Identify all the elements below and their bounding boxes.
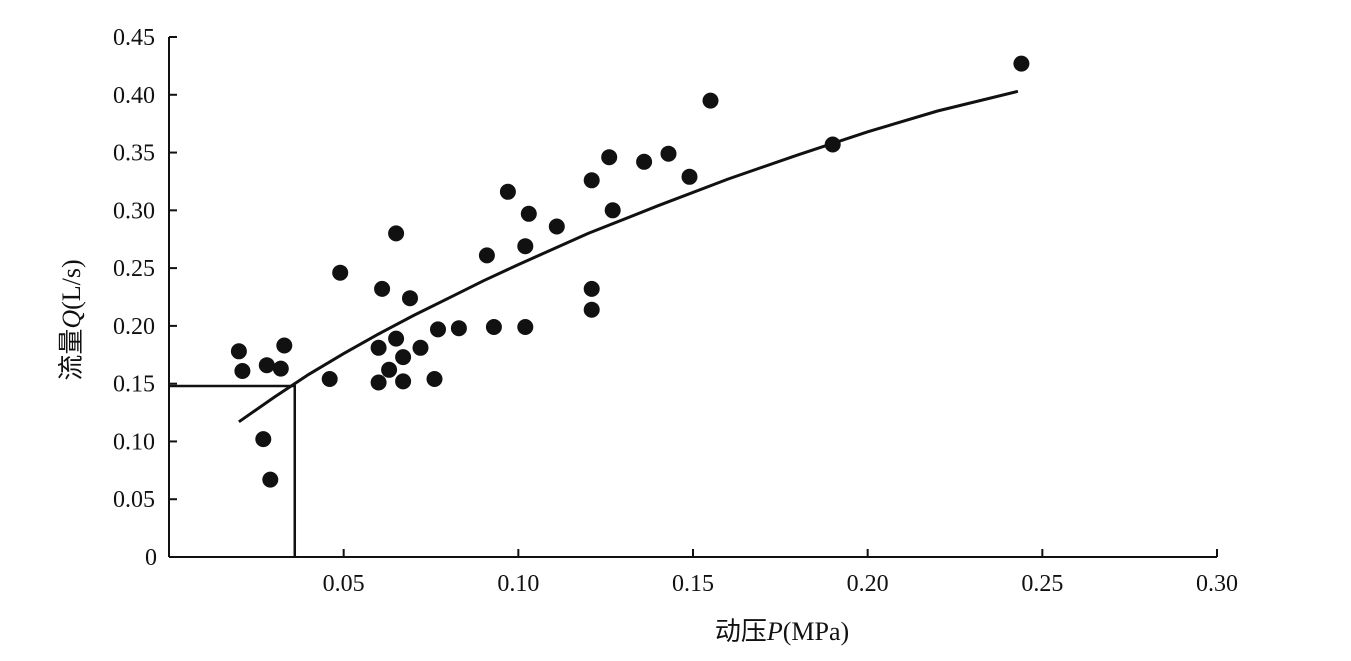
data-point	[388, 330, 405, 347]
data-point	[499, 183, 516, 200]
data-point	[583, 301, 600, 318]
data-point	[583, 172, 600, 189]
data-point	[402, 290, 418, 307]
y-tick-label: 0.45	[113, 25, 155, 51]
data-point	[381, 361, 398, 378]
x-ticks: 0.05 0.10 0.15 0.20 0.25 0.30	[323, 549, 1238, 597]
reference-line-q015	[169, 384, 297, 557]
y-tick-label: 0.20	[113, 314, 155, 340]
y-axis-title: 流量Q(L/s)	[57, 259, 87, 380]
data-point	[370, 339, 387, 356]
data-point	[636, 153, 653, 170]
x-tick-label: 0.30	[1196, 571, 1238, 597]
data-point	[548, 218, 565, 235]
axes	[168, 37, 1217, 558]
x-tick-label: 0.15	[672, 571, 714, 597]
data-point	[321, 371, 338, 387]
y-tick-label: 0.30	[113, 198, 155, 224]
y-axis-title-symbol: Q	[57, 310, 86, 329]
data-point	[478, 247, 495, 264]
data-point	[702, 92, 719, 109]
x-tick-label: 0.20	[847, 571, 889, 597]
data-point	[426, 371, 443, 387]
y-tick-label: 0	[145, 545, 157, 571]
y-axis-title-unit: (L/s)	[57, 259, 86, 310]
data-point	[517, 319, 534, 335]
y-tick-label: 0.10	[113, 429, 155, 455]
y-tick-label: 0.40	[113, 83, 155, 109]
x-axis-title-chinese: 动压	[715, 617, 767, 647]
data-points	[230, 55, 1030, 488]
data-point	[450, 320, 467, 337]
data-point	[374, 280, 391, 297]
y-axis-title-chinese: 流量	[57, 329, 87, 381]
data-point	[681, 168, 698, 185]
x-axis-title-symbol: P	[766, 617, 783, 646]
data-point	[276, 337, 293, 354]
data-point	[332, 264, 349, 281]
y-tick-label: 0.25	[113, 256, 155, 282]
x-tick-label: 0.25	[1021, 571, 1063, 597]
data-point	[272, 360, 289, 377]
data-point	[234, 363, 251, 379]
x-tick-label: 0.10	[497, 571, 539, 597]
data-point	[395, 349, 412, 366]
x-axis-title: 动压P(MPa)	[715, 617, 849, 647]
x-tick-label: 0.05	[323, 571, 365, 597]
data-point	[583, 280, 600, 297]
data-point	[601, 149, 618, 166]
data-point	[262, 471, 279, 488]
data-point	[258, 357, 275, 374]
y-tick-label: 0.05	[113, 487, 155, 513]
fit-curve	[238, 89, 1019, 424]
data-point	[370, 374, 387, 391]
data-point	[660, 145, 677, 162]
data-point	[517, 238, 534, 255]
data-point	[520, 205, 537, 222]
y-ticks: 0 0.05 0.10 0.15 0.20 0.25 0.30 0.35 0.40 0.45	[113, 25, 177, 571]
x-axis-title-unit: (MPa)	[783, 617, 849, 646]
data-point	[604, 202, 621, 219]
data-point	[255, 431, 272, 448]
y-tick-label: 0.35	[113, 141, 155, 167]
reference-lines	[169, 384, 297, 557]
data-point	[485, 319, 502, 335]
data-point	[430, 321, 446, 338]
y-tick-label: 0.15	[113, 372, 155, 398]
data-point	[230, 343, 247, 360]
data-point	[388, 225, 405, 242]
data-point	[824, 136, 841, 153]
data-point	[395, 373, 412, 390]
data-point	[412, 339, 429, 356]
data-point	[1013, 55, 1030, 72]
